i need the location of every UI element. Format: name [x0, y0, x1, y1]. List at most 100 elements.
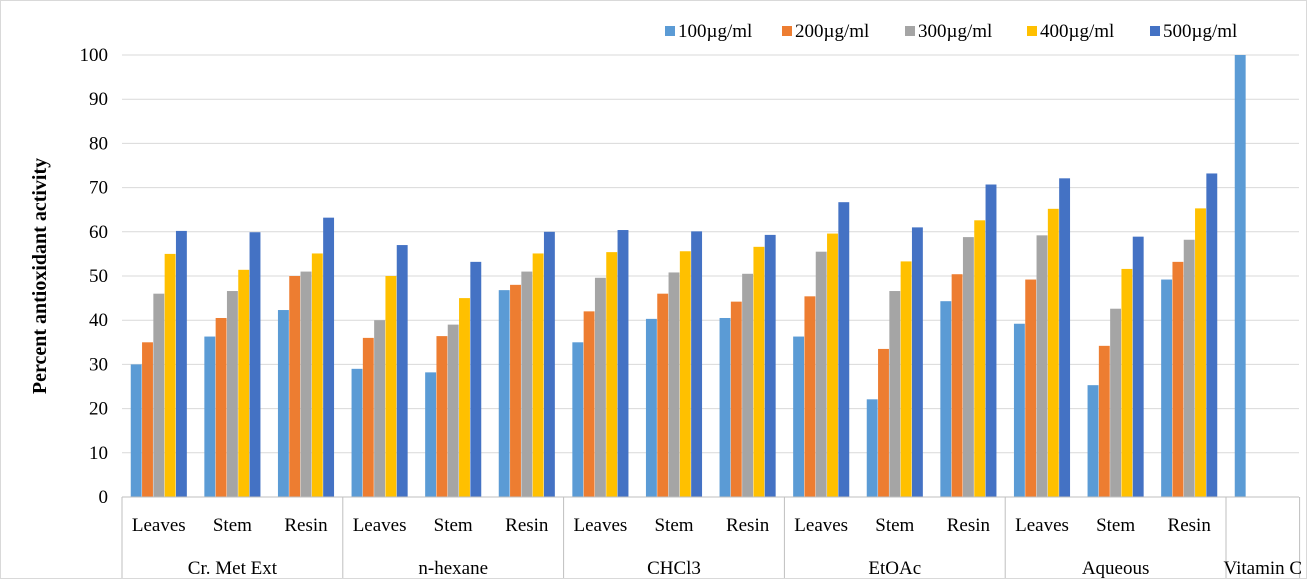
bar — [1172, 261, 1184, 497]
bar — [866, 399, 878, 497]
x-category-label: Stem — [875, 515, 914, 536]
legend-swatch — [665, 26, 675, 36]
legend-swatch — [905, 26, 915, 36]
x-group-label: EtOAc — [868, 558, 921, 578]
bar — [447, 324, 459, 497]
x-group-label: Vitamin C — [1224, 558, 1303, 578]
bar — [1013, 323, 1025, 497]
y-tick-label: 40 — [89, 310, 108, 331]
y-tick-label: 50 — [89, 266, 108, 287]
bar — [1195, 208, 1206, 497]
bar — [1036, 235, 1048, 497]
x-group-label: Cr. Met Ext — [188, 558, 278, 578]
bar — [1098, 345, 1110, 497]
bar — [215, 317, 227, 497]
bar — [130, 364, 142, 497]
y-tick-label: 90 — [89, 89, 108, 110]
y-tick-label: 30 — [89, 354, 108, 375]
x-category-label: Stem — [434, 515, 473, 536]
bar — [385, 276, 397, 497]
bar — [1087, 385, 1099, 497]
bar — [300, 271, 312, 497]
legend: 100µg/ml 200µg/ml 300µg/ml 400µg/ml 500µg/ml — [665, 21, 1237, 42]
bar — [911, 227, 923, 497]
bar — [1206, 173, 1218, 497]
x-group-label: CHCl3 — [647, 558, 701, 578]
bar — [900, 261, 912, 497]
bar — [175, 230, 187, 498]
bar — [742, 273, 754, 497]
legend-label: 300µg/ml — [918, 21, 992, 42]
legend-label: 200µg/ml — [795, 21, 869, 42]
bar — [226, 291, 238, 497]
x-category-label: Resin — [1168, 515, 1212, 536]
bar — [249, 232, 261, 498]
bar — [764, 234, 776, 497]
bar — [1025, 279, 1037, 497]
x-category-label: Leaves — [132, 515, 186, 536]
bar — [878, 348, 889, 497]
y-tick-label: 100 — [80, 45, 109, 66]
bar — [1121, 268, 1133, 497]
bar — [719, 317, 731, 497]
bar — [974, 220, 986, 497]
bar — [594, 277, 606, 497]
bar — [164, 253, 176, 497]
bar — [572, 342, 584, 497]
legend-label: 400µg/ml — [1040, 21, 1114, 42]
x-category-label: Resin — [726, 515, 770, 536]
bar — [668, 272, 680, 497]
bar — [617, 230, 629, 497]
bar — [351, 368, 363, 497]
y-tick-label: 10 — [89, 443, 108, 464]
bar — [311, 253, 323, 497]
x-category-label: Leaves — [1015, 515, 1069, 536]
bar — [889, 291, 901, 497]
legend-swatch — [782, 26, 792, 36]
bar — [730, 301, 742, 497]
y-tick-label: 0 — [99, 487, 109, 508]
x-category-label: Leaves — [573, 515, 627, 536]
bar — [657, 293, 669, 497]
bar — [425, 372, 437, 497]
x-group-label: n-hexane — [418, 558, 488, 578]
bar — [583, 311, 595, 497]
bar — [962, 237, 974, 497]
bar — [510, 284, 521, 497]
legend-label: 500µg/ml — [1163, 21, 1237, 42]
bar — [362, 337, 374, 497]
legend-swatch — [1027, 26, 1037, 36]
bar — [543, 231, 555, 498]
bar — [753, 246, 765, 497]
bars — [130, 55, 1246, 498]
bar — [645, 318, 657, 497]
bar — [1110, 308, 1122, 497]
bar — [985, 184, 997, 497]
bar — [606, 252, 618, 497]
bar — [1183, 239, 1195, 497]
bar — [323, 217, 335, 497]
y-tick-label: 70 — [89, 178, 108, 199]
bar — [470, 261, 482, 497]
bar — [204, 336, 216, 497]
x-category-label: Leaves — [353, 515, 407, 536]
x-category-label: Leaves — [794, 515, 848, 536]
bar — [532, 253, 544, 497]
x-category-label: Resin — [284, 515, 328, 536]
x-category-label: Resin — [505, 515, 549, 536]
bar — [436, 336, 448, 497]
bar — [804, 296, 816, 497]
legend-label: 100µg/ml — [678, 21, 752, 42]
legend-swatch — [1150, 26, 1160, 36]
bar — [459, 298, 470, 497]
bar — [289, 276, 301, 497]
x-category-label: Stem — [1096, 515, 1135, 536]
y-axis-title: Percent antioxidant activity — [29, 158, 51, 394]
x-category-label: Resin — [947, 515, 991, 536]
x-category-label: Stem — [654, 515, 693, 536]
bar — [838, 202, 850, 497]
bar — [951, 274, 963, 497]
bar — [1132, 236, 1144, 497]
